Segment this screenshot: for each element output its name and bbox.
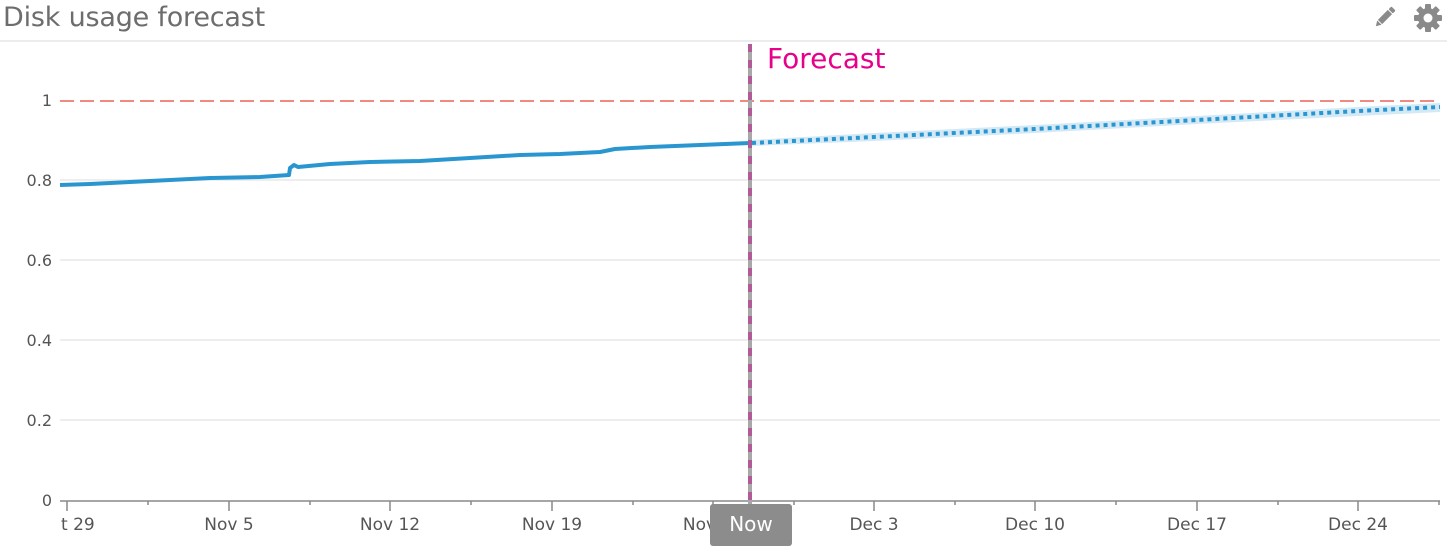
actual-usage-line: [59, 141, 751, 187]
widget-header: Disk usage forecast: [0, 0, 1447, 42]
widget-title: Disk usage forecast: [3, 2, 266, 33]
settings-button[interactable]: [1413, 3, 1442, 32]
y-tick-label: 0.6: [27, 251, 52, 270]
y-tick-label: 0: [42, 491, 52, 510]
x-tick-label: t 29: [61, 515, 95, 535]
x-tick-label: Dec 10: [1005, 515, 1065, 535]
y-tick-label: 1: [42, 91, 52, 110]
x-tick-label: Nov 12: [360, 515, 420, 535]
now-marker: Now: [710, 44, 792, 546]
widget-actions: [1371, 3, 1442, 32]
forecast-label: Forecast: [767, 42, 886, 75]
x-tick-label: Nov 19: [522, 515, 582, 535]
y-axis-labels: 0 0.2 0.4 0.6 0.8 1: [27, 91, 52, 510]
gear-icon: [1414, 4, 1442, 32]
pencil-icon: [1375, 6, 1396, 27]
edit-button[interactable]: [1371, 3, 1399, 31]
now-badge-label: Now: [729, 512, 773, 536]
x-tick-label: Dec 24: [1328, 515, 1388, 535]
y-tick-label: 0.2: [27, 411, 52, 430]
y-tick-label: 0.8: [27, 171, 52, 190]
forecast-confidence-band: [750, 103, 1440, 146]
y-tick-label: 0.4: [27, 331, 52, 350]
x-tick-label: Nov 5: [204, 515, 253, 535]
x-tick-label: Dec 17: [1167, 515, 1227, 535]
now-badge: [710, 504, 792, 546]
x-tick-label: Dec 3: [849, 515, 898, 535]
